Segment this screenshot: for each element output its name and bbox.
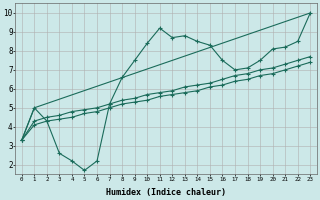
X-axis label: Humidex (Indice chaleur): Humidex (Indice chaleur) [106,188,226,197]
